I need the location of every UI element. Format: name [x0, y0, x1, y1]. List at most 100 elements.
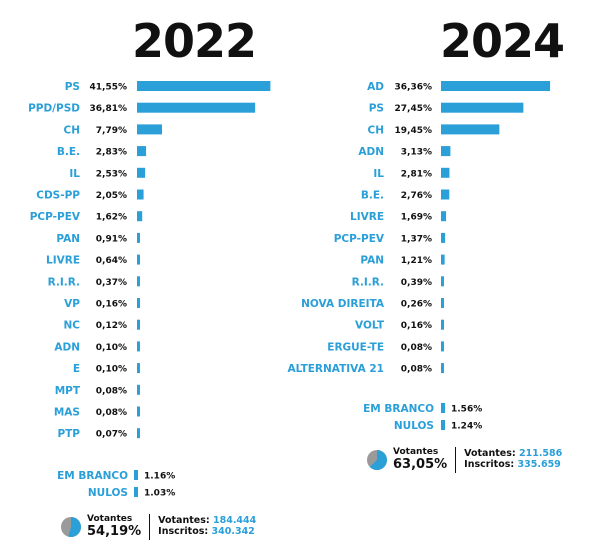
year-title-2024: 2024 [440, 14, 565, 68]
bar [137, 167, 146, 178]
extra-value-label: 1.03% [144, 489, 175, 499]
bar [441, 211, 447, 222]
bar [137, 211, 143, 222]
category-label: VP [64, 298, 80, 310]
category-label: LIVRE [46, 255, 80, 267]
value-label: 0,39% [401, 278, 432, 288]
value-label: 41,55% [90, 83, 128, 93]
extra-value-label: 1.24% [451, 422, 482, 432]
value-label: 1,62% [96, 213, 127, 223]
turnout-percent: 54,19% [87, 523, 142, 539]
bar [137, 298, 140, 308]
category-label: NC [64, 320, 81, 332]
category-label: LIVRE [350, 211, 384, 223]
bar [441, 298, 444, 308]
value-label: 0,08% [401, 343, 432, 353]
category-label: PCP-PEV [30, 211, 81, 223]
value-label: 0,37% [96, 278, 127, 288]
extra-label: NULOS [394, 420, 434, 432]
extra-bar [134, 487, 138, 497]
category-label: E [73, 363, 80, 375]
value-label: 36,36% [395, 83, 433, 93]
extra-label: EM BRANCO [363, 403, 434, 415]
turnout-pie-icon [61, 516, 81, 537]
bar-chart-2024: AD 36,36% PS 27,45% CH 19,45% ADN 3,13% IL 2,81% B… [288, 81, 551, 432]
bar [441, 146, 451, 157]
category-label: PAN [360, 255, 384, 267]
value-label: 27,45% [395, 104, 433, 114]
extra-label: EM BRANCO [57, 470, 128, 482]
value-label: 7,79% [96, 126, 127, 136]
category-label: IL [373, 168, 384, 180]
bar [137, 363, 140, 374]
category-label: CH [64, 124, 81, 136]
extra-bar [441, 420, 445, 430]
pie-slice-votantes [369, 449, 387, 470]
bar [137, 341, 140, 352]
votantes-row: Votantes: 211.586 [464, 448, 563, 460]
extra-bar [134, 470, 138, 480]
bar [137, 428, 140, 439]
value-label: 3,13% [401, 148, 432, 158]
value-label: 2,53% [96, 169, 127, 179]
value-label: 2,76% [401, 191, 432, 201]
bar [137, 276, 140, 287]
category-label: MPT [55, 385, 81, 397]
turnout-percent: 63,05% [393, 456, 448, 472]
extra-value-label: 1.16% [144, 472, 175, 482]
turnout-label: Votantes [393, 447, 439, 458]
value-label: 0,08% [96, 408, 127, 418]
bar-chart-2022: PS 41,55% PPD/PSD 36,81% CH 7,79% B.E. 2,83% IL 2… [28, 81, 271, 499]
category-label: AD [367, 81, 384, 93]
category-label: PTP [57, 428, 80, 440]
turnout-divider [149, 514, 151, 540]
bar [441, 254, 445, 265]
bar [441, 232, 446, 243]
value-label: 1,69% [401, 213, 432, 223]
turnout-2022: Votantes 54,19% Votantes: 184.444 Inscri… [60, 514, 256, 540]
category-label: ALTERNATIVA 21 [288, 363, 384, 375]
value-label: 0,08% [96, 386, 127, 396]
bar [441, 102, 524, 113]
bar [441, 363, 444, 374]
turnout-label: Votantes [87, 514, 133, 525]
category-label: PCP-PEV [334, 233, 385, 245]
value-label: 0,16% [96, 300, 127, 310]
value-label: 1,37% [401, 234, 432, 244]
value-label: 0,12% [96, 321, 127, 331]
category-label: PS [65, 81, 80, 93]
value-label: 0,16% [401, 321, 432, 331]
inscritos-row: Inscritos: 335.659 [464, 459, 561, 470]
turnout-divider [455, 447, 457, 473]
value-label: 2,83% [96, 148, 127, 158]
category-label: R.I.R. [48, 276, 80, 288]
value-label: 1,21% [401, 256, 432, 266]
value-label: 0,91% [96, 234, 127, 244]
category-label: PS [369, 103, 384, 115]
turnout-2024: Votantes 63,05% Votantes: 211.586 Inscri… [366, 447, 562, 473]
bar [137, 102, 256, 113]
bar [137, 146, 147, 157]
bar [137, 254, 140, 265]
value-label: 0,64% [96, 256, 127, 266]
category-label: VOLT [355, 320, 385, 332]
category-label: PAN [56, 233, 80, 245]
bar [137, 406, 140, 417]
bar [441, 167, 450, 178]
extra-value-label: 1.56% [451, 405, 482, 415]
category-label: R.I.R. [352, 276, 384, 288]
extra-bar [441, 403, 445, 413]
bar [137, 384, 140, 395]
value-label: 0,07% [96, 430, 127, 440]
category-label: B.E. [361, 190, 384, 202]
category-label: CH [368, 124, 385, 136]
bar [441, 81, 551, 91]
category-label: PPD/PSD [28, 103, 80, 115]
category-label: CDS-PP [36, 190, 80, 202]
bar [441, 341, 444, 352]
year-title-2022: 2022 [132, 14, 257, 68]
bar [137, 124, 163, 135]
bar [137, 81, 271, 91]
bar [137, 232, 140, 243]
